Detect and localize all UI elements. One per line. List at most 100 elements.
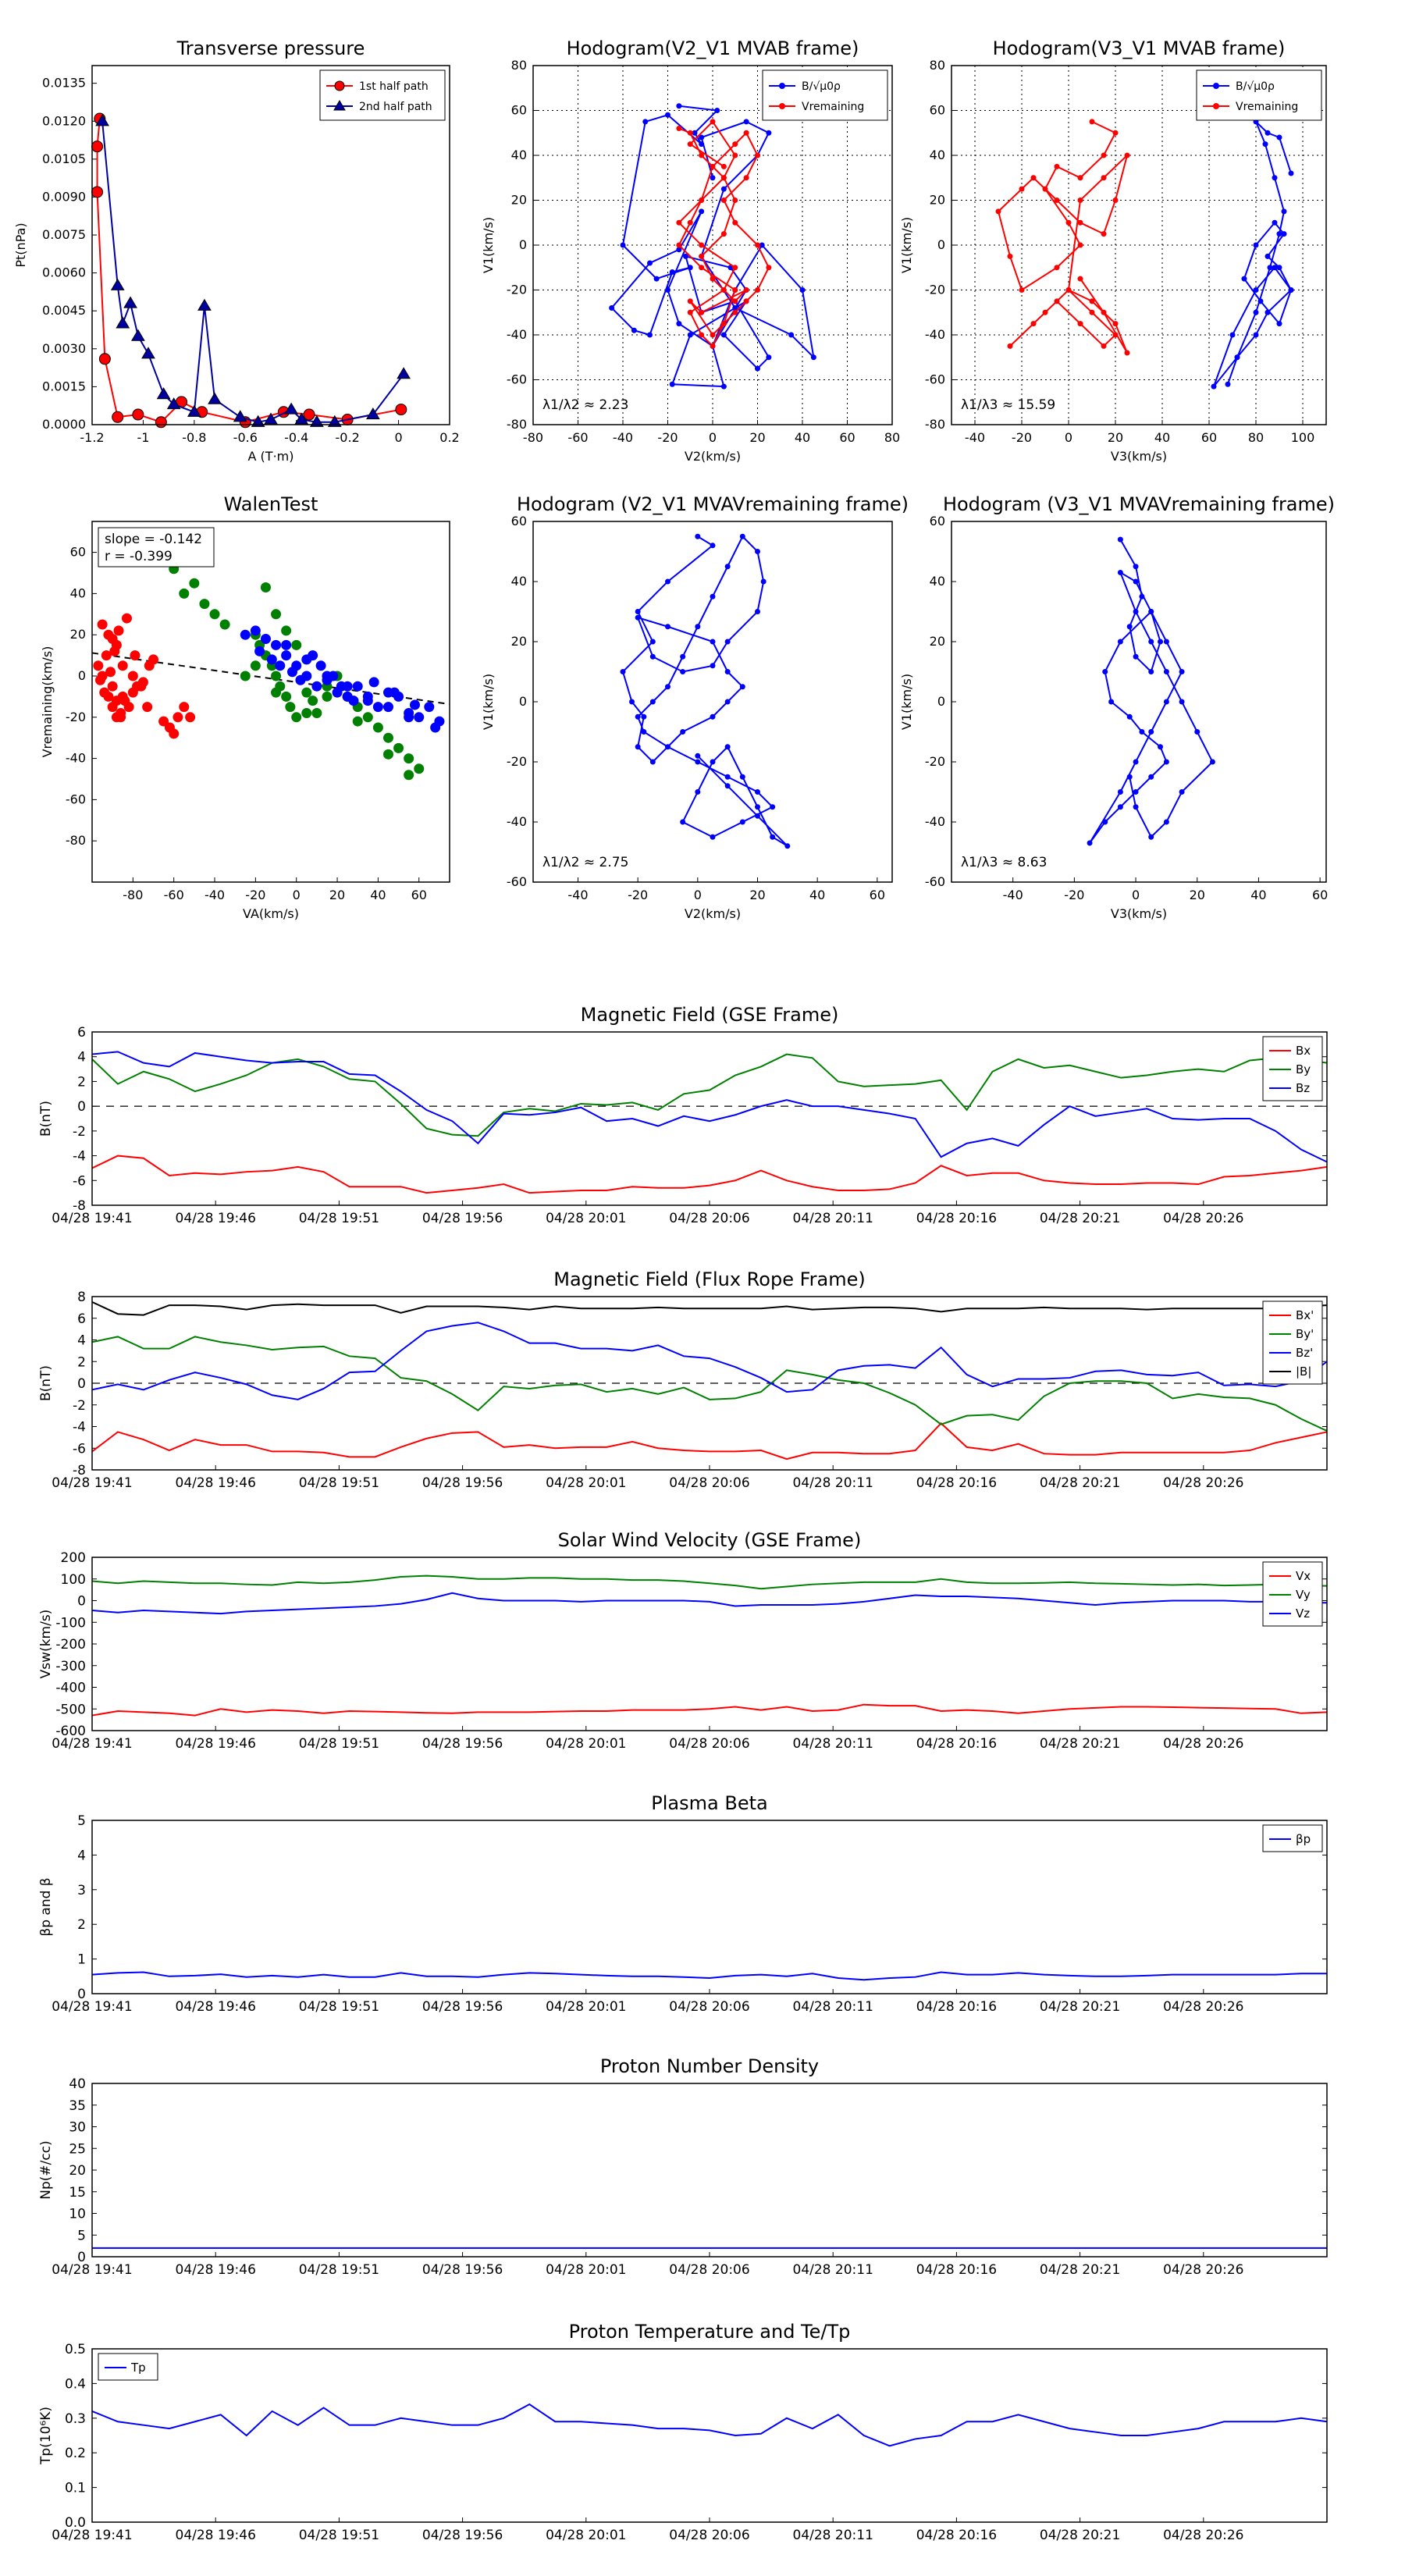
y-tick-label: -20 [925, 283, 945, 297]
y-tick-label: 100 [61, 1572, 86, 1588]
y-tick-label: 0 [78, 668, 86, 683]
data-point [1264, 253, 1271, 259]
x-tick-label: 04/28 20:11 [793, 1999, 873, 2015]
data-point [1225, 381, 1231, 387]
data-point [631, 327, 637, 333]
y-tick-label: 80 [930, 58, 945, 73]
y-tick-label: 0.0015 [42, 379, 86, 393]
y-tick-label: 0 [77, 1376, 86, 1392]
chart-title: Magnetic Field (GSE Frame) [581, 1004, 839, 1026]
x-tick-label: 04/28 19:56 [422, 2528, 503, 2543]
series-line-2 [91, 1592, 1327, 1615]
data-point [724, 669, 731, 674]
plot-frame-0 [91, 65, 450, 425]
data-point [382, 749, 393, 760]
data-point [1077, 197, 1083, 203]
data-point [676, 103, 682, 109]
data-point [755, 609, 760, 614]
data-point [1253, 287, 1259, 293]
annotation-text: λ1/λ3 ≈ 8.63 [961, 855, 1047, 870]
data-point [1133, 804, 1139, 810]
x-tick-label: 04/28 20:26 [1163, 2262, 1243, 2278]
legend-marker [333, 100, 346, 111]
data-point [687, 141, 693, 148]
data-point [649, 639, 656, 645]
data-point [1288, 287, 1294, 293]
y-axis-label: βp and β [38, 1877, 54, 1936]
x-tick-label: 04/28 20:01 [546, 1475, 626, 1491]
data-point [1229, 332, 1236, 338]
data-point [1133, 609, 1139, 614]
data-point [810, 354, 816, 361]
data-point [291, 639, 302, 650]
x-tick-label: 04/28 20:26 [1163, 2528, 1243, 2543]
y-tick-label: 40 [930, 148, 945, 162]
x-tick-label: 0 [1132, 888, 1140, 902]
data-point [1253, 309, 1259, 315]
x-axis-label: A (T·m) [248, 449, 294, 464]
series-line-3 [91, 1301, 1328, 1316]
data-point [1077, 321, 1083, 327]
y-tick-label: 5 [77, 2228, 86, 2243]
x-tick-label: 04/28 19:41 [52, 2262, 132, 2278]
data-point [352, 716, 363, 727]
legend-label: Tp [130, 2361, 146, 2375]
data-point [1234, 354, 1240, 361]
legend-label: Bx' [1296, 1308, 1314, 1322]
data-point [240, 629, 251, 640]
data-point [1124, 350, 1130, 356]
plot-frame-7 [91, 1296, 1328, 1471]
data-point [1241, 276, 1247, 282]
x-tick-label: 20 [1108, 430, 1123, 445]
legend-label: Bz [1296, 1081, 1310, 1095]
y-tick-label: 40 [511, 574, 527, 589]
plot-frame-6 [91, 1031, 1328, 1206]
y-tick-label: 0.0105 [42, 151, 86, 166]
chart-title: Hodogram (V3_V1 MVAVremaining frame) [943, 493, 1335, 515]
y-axis-label: V1(km/s) [899, 674, 914, 730]
chart-title: Hodogram(V3_V1 MVAB frame) [993, 37, 1286, 59]
series-line-0 [91, 1155, 1328, 1194]
x-axis-label: V3(km/s) [1111, 906, 1167, 921]
data-point [724, 774, 731, 780]
data-point [365, 407, 380, 420]
y-tick-label: -40 [507, 327, 527, 342]
x-tick-label: 04/28 20:16 [916, 1475, 997, 1491]
x-tick-label: -40 [567, 888, 588, 902]
data-point [732, 219, 738, 226]
y-tick-label: 20 [511, 634, 527, 649]
data-point [233, 410, 247, 422]
x-tick-label: -40 [965, 430, 985, 445]
data-point [1089, 119, 1095, 125]
x-tick-label: 04/28 19:41 [52, 2528, 132, 2543]
chart-title: Hodogram(V2_V1 MVAB frame) [567, 37, 859, 59]
x-tick-label: 40 [1250, 888, 1266, 902]
y-tick-label: -20 [507, 283, 527, 297]
data-point [250, 625, 261, 636]
data-point [1065, 219, 1072, 226]
y-tick-label: 25 [69, 2141, 86, 2157]
x-tick-label: 04/28 19:46 [176, 2528, 256, 2543]
data-point [642, 119, 649, 125]
data-point [348, 696, 359, 706]
plot-frame-1 [532, 65, 893, 425]
data-point [695, 624, 701, 630]
data-point [311, 708, 322, 719]
y-tick-label: -500 [55, 1702, 86, 1717]
x-tick-label: 60 [839, 430, 855, 445]
data-point [699, 253, 705, 259]
data-point [281, 650, 292, 661]
y-tick-label: 0.0090 [42, 189, 86, 204]
series-line-0 [91, 2403, 1328, 2447]
x-tick-label: 04/28 20:06 [669, 1999, 749, 2015]
data-point [199, 599, 210, 610]
x-tick-label: 04/28 20:06 [669, 2528, 749, 2543]
data-point [743, 119, 749, 125]
data-point [720, 231, 727, 237]
data-point [271, 687, 282, 698]
data-point [687, 265, 693, 271]
y-axis-label: Tp(10⁶K) [38, 2407, 54, 2465]
data-point [692, 130, 698, 136]
data-point [219, 619, 230, 630]
y-tick-label: 200 [61, 1550, 86, 1566]
